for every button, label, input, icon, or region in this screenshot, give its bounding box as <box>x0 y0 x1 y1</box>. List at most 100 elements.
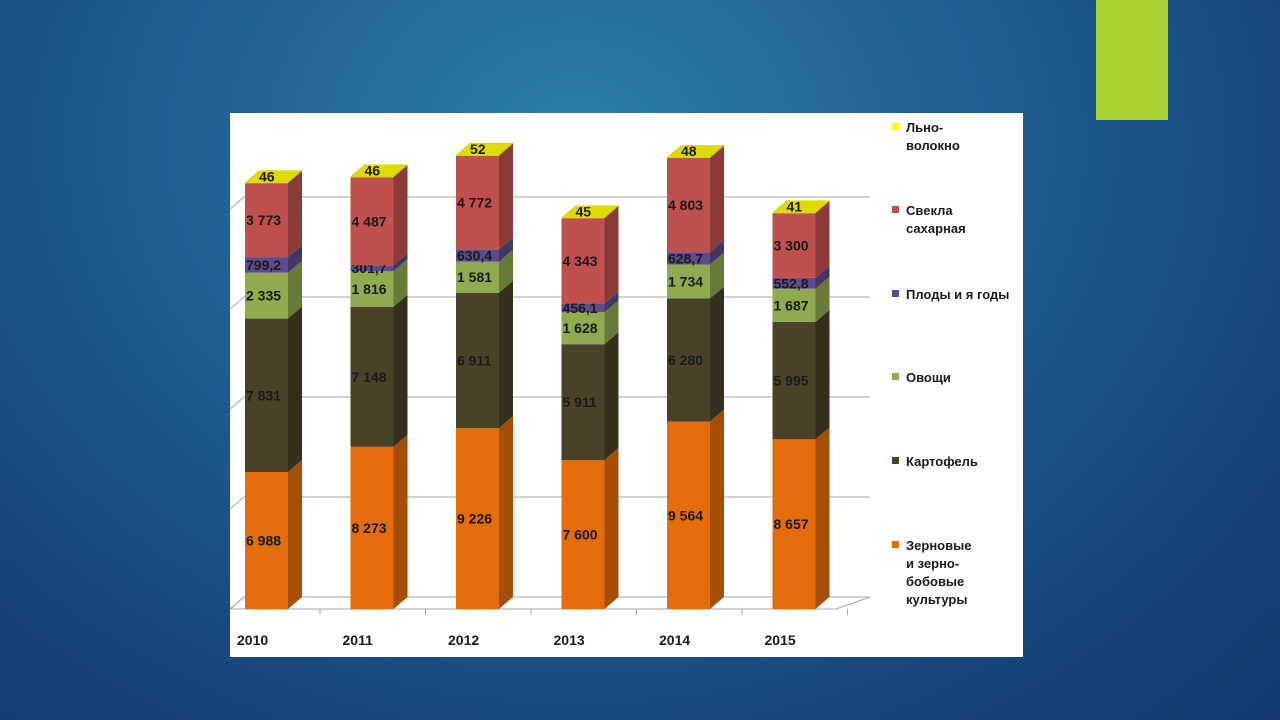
bar-side <box>710 145 724 159</box>
bar-segment <box>561 460 605 609</box>
bar-side <box>815 200 830 214</box>
bar-side <box>288 171 302 258</box>
data-label: 4 803 <box>668 197 703 213</box>
data-label: 552,8 <box>774 275 809 291</box>
data-label: 1 687 <box>774 297 809 313</box>
data-label: 48 <box>681 143 697 159</box>
bar-side <box>288 170 302 184</box>
legend-label: Овощи <box>906 370 951 385</box>
stacked-bar-chart: 6 988 7 831 2 335 799,2 3 773 46 2010 8 273 7 14… <box>230 141 871 648</box>
bar-side <box>815 427 830 609</box>
data-label: 46 <box>365 162 381 178</box>
bar-top <box>245 170 302 183</box>
bar-segment <box>245 472 288 609</box>
x-tick-label: 2013 <box>554 632 585 648</box>
bar-segment <box>245 183 288 258</box>
gridline-side <box>230 496 245 510</box>
data-label: 41 <box>787 198 803 214</box>
data-label: 1 816 <box>352 281 387 297</box>
data-label: 3 300 <box>774 238 809 254</box>
bar-side <box>499 237 513 262</box>
legend-label: Картофель <box>906 454 978 469</box>
bar-segment <box>350 265 394 272</box>
legend-label: Плоды и я годы <box>906 287 1010 302</box>
legend-label: Свекла сахарная <box>906 203 966 236</box>
bar-side <box>710 240 724 265</box>
bar-top <box>350 164 408 177</box>
bar-segment <box>772 439 816 609</box>
data-label: 4 487 <box>352 213 387 229</box>
data-label: 630,4 <box>457 248 492 264</box>
data-label: 2 335 <box>246 288 281 304</box>
legend-swatch <box>892 541 899 548</box>
bar-side <box>815 309 830 440</box>
data-label: 45 <box>576 203 592 219</box>
bar-segment <box>667 252 710 265</box>
accent-bar <box>1096 0 1168 120</box>
bar-segment <box>456 428 499 609</box>
bar-side <box>288 260 302 319</box>
bar-side <box>393 165 408 266</box>
data-label: 1 734 <box>668 273 703 289</box>
bar-top <box>667 145 724 158</box>
data-label: 799,2 <box>246 257 281 273</box>
bar-segment <box>456 292 499 429</box>
chart-panel: 6 988 7 831 2 335 799,2 3 773 46 2010 8 273 7 14… <box>230 113 1023 657</box>
bar-segment <box>245 318 288 473</box>
bar-segment <box>667 158 710 253</box>
bar-segment <box>350 306 394 447</box>
bar-segment <box>350 177 394 266</box>
data-label: 7 148 <box>352 369 387 385</box>
data-label: 5 995 <box>774 373 809 389</box>
bar-side <box>393 259 408 307</box>
legend-swatch <box>892 457 899 464</box>
bar-side <box>604 206 619 304</box>
bar-top <box>561 205 619 218</box>
data-label: 8 657 <box>774 516 809 532</box>
data-label: 3 773 <box>246 212 281 228</box>
bar-side <box>499 416 513 609</box>
bar-segment <box>772 213 816 278</box>
bar-segment <box>561 218 605 304</box>
data-label: 1 581 <box>457 269 492 285</box>
bar-side <box>815 265 830 289</box>
gridline-side <box>230 296 245 310</box>
bar-side <box>499 143 513 250</box>
bar-side <box>710 286 724 422</box>
x-tick-label: 2012 <box>448 632 479 648</box>
bar-segment <box>667 157 710 159</box>
bar-side <box>499 142 513 156</box>
bar-side <box>499 280 513 429</box>
data-label: 4 772 <box>457 195 492 211</box>
bar-segment <box>667 421 710 609</box>
bar-segment <box>772 288 816 322</box>
bar-side <box>604 205 619 219</box>
bar-side <box>604 291 619 313</box>
data-label: 7 600 <box>563 527 598 543</box>
data-label: 5 911 <box>563 394 597 410</box>
legend-label: Льно- волокно <box>906 120 960 153</box>
gridline-side <box>230 396 245 410</box>
data-label: 1 628 <box>563 320 598 336</box>
data-label: 52 <box>470 141 486 157</box>
bar-side <box>393 434 408 609</box>
bar-segment <box>456 249 499 262</box>
legend-swatch <box>892 206 899 213</box>
data-label: 46 <box>259 168 275 184</box>
bar-side <box>815 276 830 322</box>
bar-side <box>393 164 408 178</box>
bar-side <box>604 448 619 609</box>
bar-side <box>393 294 408 447</box>
bar-segment <box>245 257 288 273</box>
legend-label: Зерновые и зерно- бобовые культуры <box>906 538 972 607</box>
bar-segment <box>245 182 288 184</box>
bar-side <box>288 306 302 473</box>
data-label: 7 831 <box>246 387 281 403</box>
bar-segment <box>561 217 605 219</box>
legend-swatch <box>892 373 899 380</box>
bar-side <box>288 460 302 609</box>
bar-side <box>604 332 619 461</box>
x-tick-label: 2014 <box>659 632 690 648</box>
x-tick-label: 2010 <box>237 632 268 648</box>
